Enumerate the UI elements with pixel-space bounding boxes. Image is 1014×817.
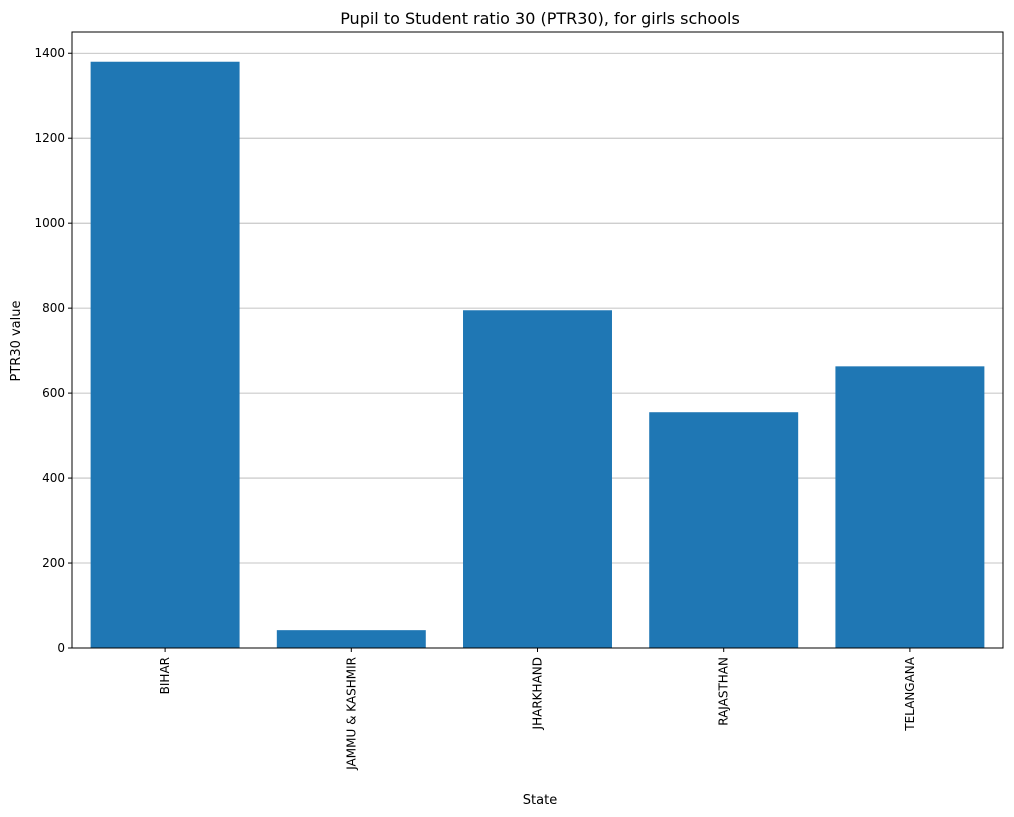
x-axis-title: State	[523, 793, 557, 808]
bar	[835, 366, 985, 648]
y-axis-ticks: 0 200 400 600 800 1000 1200 1400	[34, 46, 72, 655]
x-tick-label: BIHAR	[158, 657, 172, 694]
y-tick-label: 800	[42, 301, 65, 315]
y-tick-label: 1000	[34, 216, 65, 230]
y-tick-label: 400	[42, 471, 65, 485]
bar	[90, 61, 240, 649]
y-tick-label: 0	[57, 641, 65, 655]
y-tick-label: 600	[42, 386, 65, 400]
chart-title: Pupil to Student ratio 30 (PTR30), for g…	[340, 9, 740, 28]
x-tick-label: JAMMU & KASHMIR	[344, 657, 358, 771]
y-tick-label: 1400	[34, 46, 65, 60]
y-tick-label: 200	[42, 556, 65, 570]
bar	[463, 310, 612, 648]
y-axis-title: PTR30 value	[9, 301, 24, 382]
bar	[649, 412, 799, 648]
x-tick-label: TELANGANA	[903, 656, 917, 732]
x-axis-ticks: BIHAR JAMMU & KASHMIR JHARKHAND RAJASTHAN TE…	[158, 648, 917, 771]
x-tick-label: RAJASTHAN	[717, 657, 731, 726]
x-tick-label: JHARKHAND	[531, 657, 545, 730]
bars	[90, 61, 985, 649]
y-tick-label: 1200	[34, 131, 65, 145]
bar	[276, 630, 426, 648]
